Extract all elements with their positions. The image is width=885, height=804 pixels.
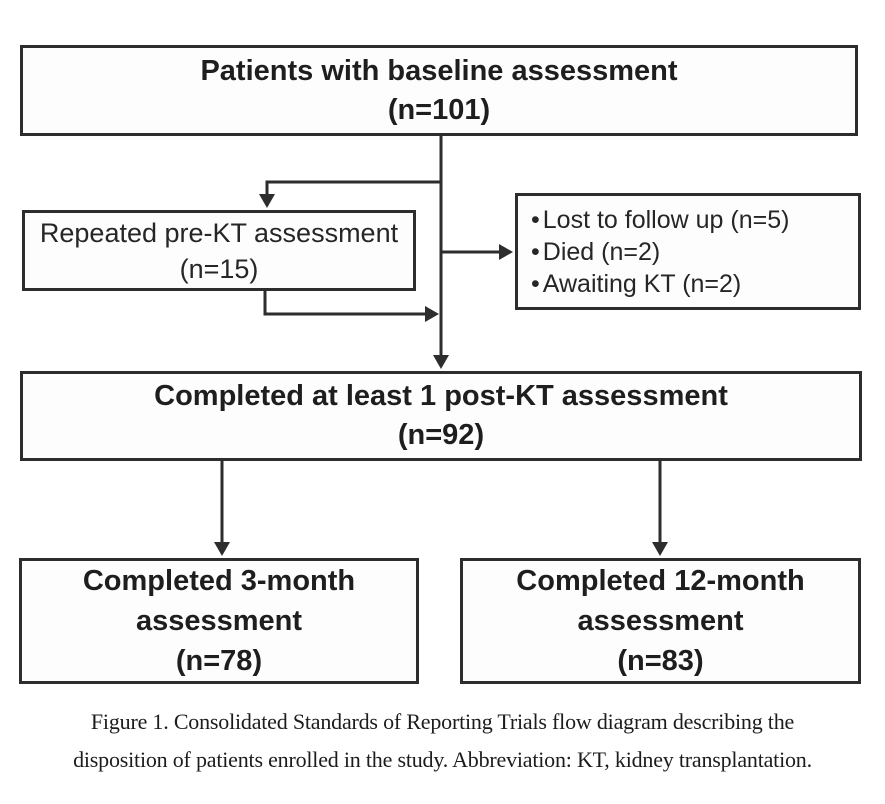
box-3-month-assessment: Completed 3-month assessment (n=78)	[19, 558, 419, 684]
excluded-item: • Died (n=2)	[531, 236, 660, 268]
box-m3-line2: assessment	[135, 605, 303, 637]
box-baseline-assessment: Patients with baseline assessment (n=101…	[20, 45, 858, 136]
bullet-icon: •	[531, 269, 540, 298]
box-repeated-n: (n=15)	[179, 253, 259, 284]
arrowhead-into-3month	[214, 542, 230, 556]
box-m12-line1: Completed 12-month	[516, 565, 805, 597]
box-m3-line1: Completed 3-month	[82, 565, 356, 597]
bullet-icon: •	[531, 237, 540, 266]
excluded-item: • Awaiting KT (n=2)	[531, 268, 741, 300]
figure-caption-line1: Figure 1. Consolidated Standards of Repo…	[90, 709, 795, 734]
box-post-kt-assessment: Completed at least 1 post-KT assessment …	[20, 371, 862, 461]
box-baseline-title: Patients with baseline assessment	[200, 54, 678, 87]
box-repeated-title: Repeated pre-KT assessment	[39, 217, 399, 248]
box-m3-n: (n=78)	[175, 645, 263, 677]
bullet-icon: •	[531, 205, 540, 234]
connector-repeated-to-main	[263, 291, 426, 316]
figure-caption: Figure 1. Consolidated Standards of Repo…	[0, 703, 885, 779]
arrowhead-into-12month	[652, 542, 668, 556]
arrowhead-repeated-to-main	[425, 306, 439, 322]
arrowhead-into-repeated	[259, 194, 275, 208]
excluded-item-text: Awaiting KT (n=2)	[542, 269, 742, 298]
figure-caption-line2: disposition of patients enrolled in the …	[73, 747, 812, 772]
box-baseline-n: (n=101)	[387, 93, 491, 126]
excluded-item-text: Lost to follow up (n=5)	[542, 205, 790, 234]
connector-branch-to-repeated	[265, 180, 441, 196]
box-m12-n: (n=83)	[617, 645, 704, 677]
excluded-item: • Lost to follow up (n=5)	[531, 204, 789, 236]
box-postkt-n: (n=92)	[397, 419, 485, 451]
excluded-item-text: Died (n=2)	[542, 237, 661, 266]
box-postkt-title: Completed at least 1 post-KT assessment	[154, 380, 728, 412]
arrowhead-into-excluded	[499, 244, 513, 260]
box-m12-line2: assessment	[577, 605, 744, 637]
box-12-month-assessment: Completed 12-month assessment (n=83)	[460, 558, 861, 684]
box-excluded-patients: • Lost to follow up (n=5) • Died (n=2) •…	[515, 193, 861, 310]
box-repeated-pre-kt: Repeated pre-KT assessment (n=15)	[22, 210, 416, 291]
arrowhead-into-postkt	[433, 355, 449, 369]
